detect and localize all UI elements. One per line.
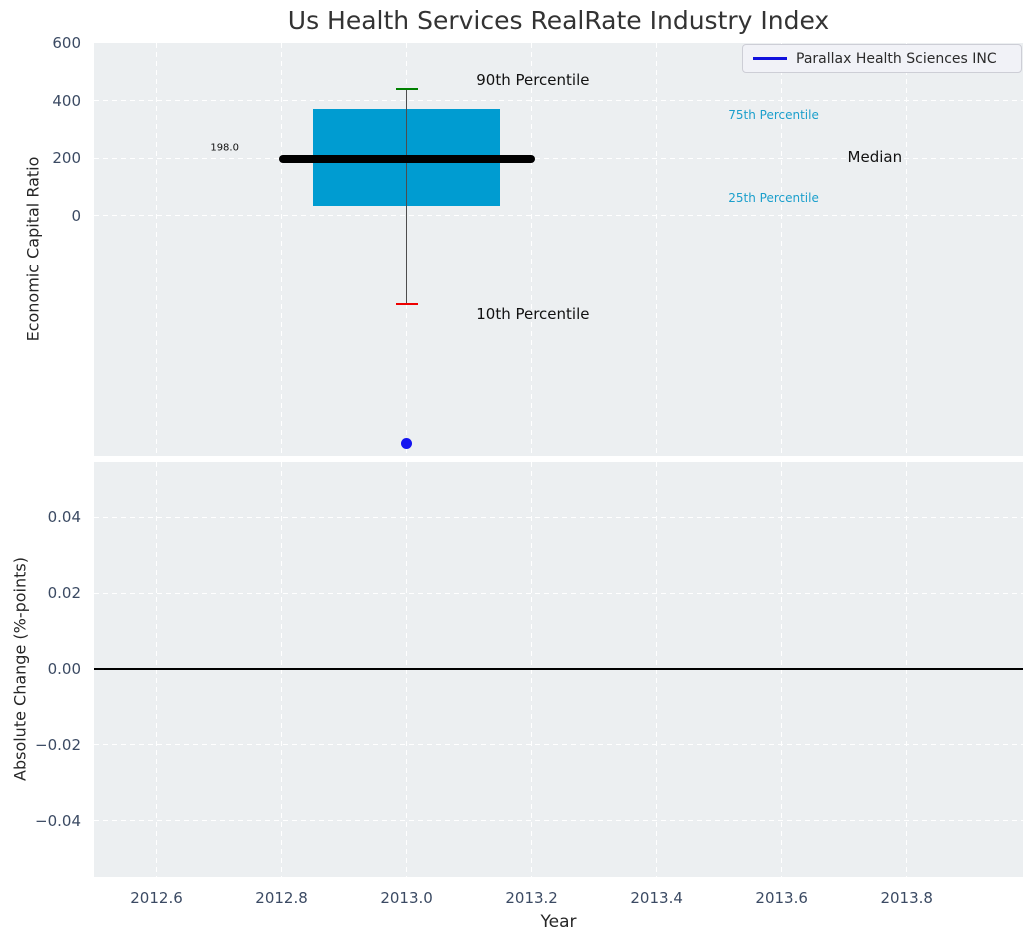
gridline-x bbox=[906, 43, 908, 456]
xtick-label: 2013.2 bbox=[505, 889, 558, 907]
y-axis-label-bottom: Absolute Change (%-points) bbox=[10, 557, 30, 781]
gridline-y bbox=[94, 744, 1023, 746]
legend: Parallax Health Sciences INC bbox=[742, 44, 1022, 73]
xtick-label: 2012.6 bbox=[130, 889, 183, 907]
gridline-y bbox=[94, 215, 1023, 217]
whisker-cap-10 bbox=[395, 302, 418, 306]
ytick-label-bottom: 0.00 bbox=[47, 660, 81, 679]
zero-line bbox=[94, 668, 1023, 670]
ytick-label-bottom: −0.04 bbox=[35, 811, 81, 830]
legend-line-icon bbox=[753, 57, 787, 60]
ytick-label-bottom: −0.02 bbox=[35, 735, 81, 754]
gridline-x bbox=[656, 43, 658, 456]
annotation: 198.0 bbox=[210, 142, 239, 154]
top-plot-area bbox=[94, 43, 1023, 456]
annotation: 25th Percentile bbox=[728, 191, 819, 206]
chart-title: Us Health Services RealRate Industry Ind… bbox=[287, 6, 830, 35]
ytick-label-top: 200 bbox=[52, 149, 81, 168]
ytick-label-top: 400 bbox=[52, 91, 81, 110]
gridline-x bbox=[156, 43, 158, 456]
gridline-y bbox=[94, 100, 1023, 102]
annotation: 75th Percentile bbox=[728, 107, 819, 122]
gridline-x bbox=[781, 43, 783, 456]
xtick-label: 2013.0 bbox=[380, 889, 433, 907]
median-line bbox=[278, 154, 535, 163]
xtick-label: 2012.8 bbox=[255, 889, 308, 907]
xtick-label: 2013.4 bbox=[630, 889, 683, 907]
gridline-x bbox=[531, 43, 533, 456]
ytick-label-top: 0 bbox=[71, 206, 81, 225]
gridline-y bbox=[94, 516, 1023, 518]
whisker-line bbox=[405, 89, 408, 305]
ytick-label-bottom: 0.04 bbox=[47, 508, 81, 527]
whisker-cap-90 bbox=[395, 87, 418, 91]
annotation: Median bbox=[847, 147, 903, 166]
xtick-label: 2013.6 bbox=[755, 889, 808, 907]
annotation: 10th Percentile bbox=[476, 304, 590, 323]
xtick-label: 2013.8 bbox=[880, 889, 933, 907]
company-point bbox=[401, 438, 413, 450]
ytick-label-top: 600 bbox=[52, 34, 81, 52]
y-axis-label-top: Economic Capital Ratio bbox=[23, 156, 43, 342]
legend-label: Parallax Health Sciences INC bbox=[796, 50, 997, 67]
x-axis-label: Year bbox=[540, 912, 577, 932]
gridline-y bbox=[94, 157, 1023, 159]
ytick-label-bottom: 0.02 bbox=[47, 584, 81, 603]
gridline-y bbox=[94, 592, 1023, 594]
gridline-x bbox=[281, 43, 283, 456]
annotation: 90th Percentile bbox=[476, 71, 590, 90]
gridline-y bbox=[94, 820, 1023, 822]
